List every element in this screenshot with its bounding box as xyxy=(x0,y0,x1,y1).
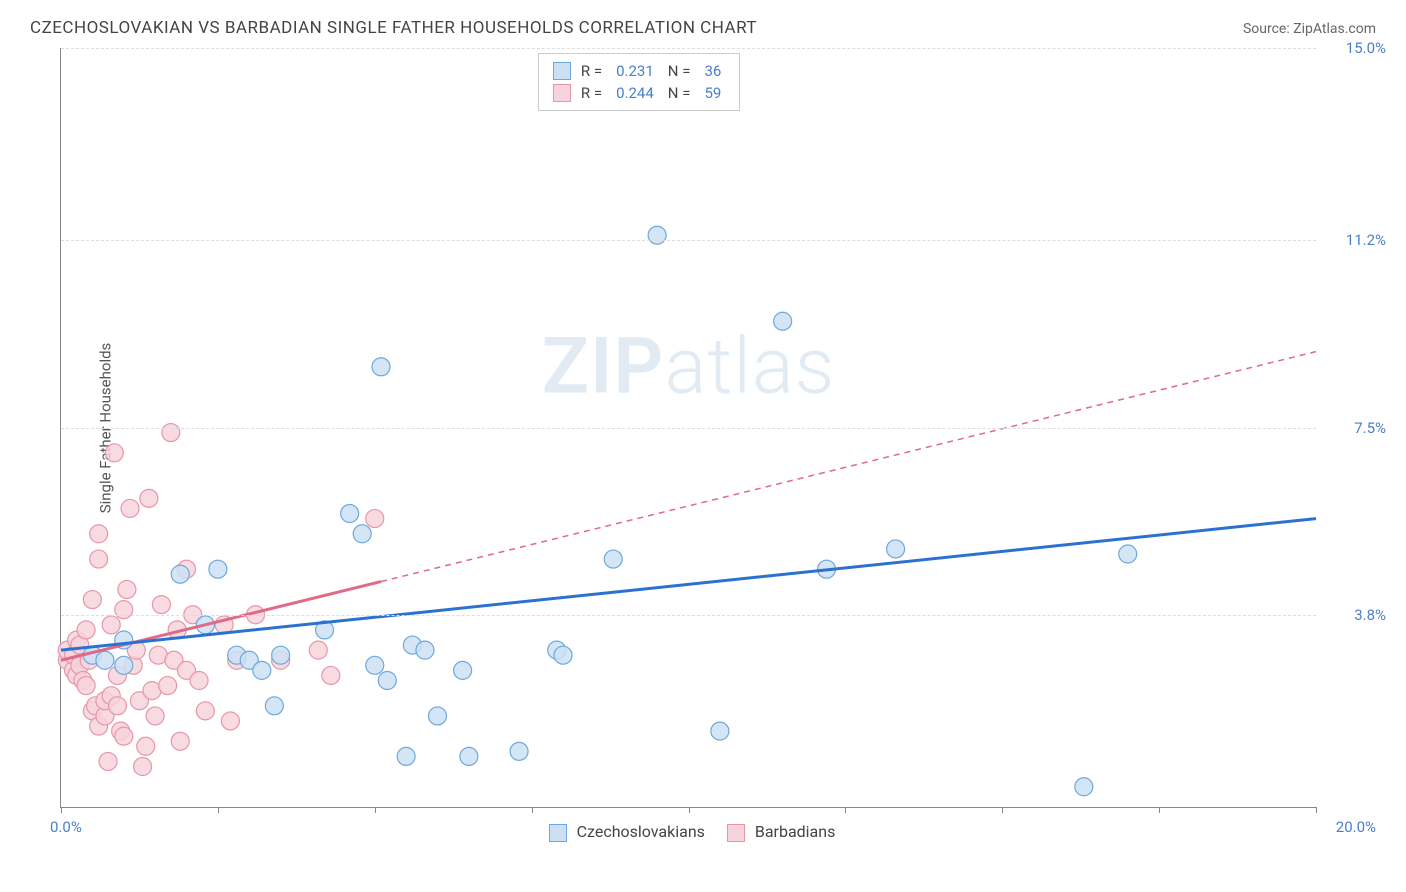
data-point xyxy=(341,505,359,523)
data-point xyxy=(83,591,101,609)
data-point xyxy=(77,621,95,639)
data-point xyxy=(510,742,528,760)
source-attribution: Source: ZipAtlas.com xyxy=(1243,21,1376,37)
y-tick-label: 11.2% xyxy=(1346,231,1386,249)
source-name: ZipAtlas.com xyxy=(1293,21,1376,37)
gridline xyxy=(61,48,1316,49)
data-point xyxy=(137,737,155,755)
data-point xyxy=(162,424,180,442)
data-point xyxy=(115,656,133,674)
data-point xyxy=(366,656,384,674)
trend-line-dashed xyxy=(381,352,1316,582)
legend-label-1: Barbadians xyxy=(755,822,836,841)
n-value-1: 59 xyxy=(704,84,721,102)
x-tick xyxy=(1316,807,1317,813)
data-point xyxy=(604,550,622,568)
data-point xyxy=(108,697,126,715)
trend-line-solid xyxy=(61,519,1316,651)
data-point xyxy=(887,540,905,558)
data-point xyxy=(90,550,108,568)
legend-swatch-1 xyxy=(727,824,745,842)
data-point xyxy=(378,672,396,690)
data-point xyxy=(102,616,120,634)
data-point xyxy=(460,747,478,765)
stats-row-1: R = 0.244 N = 59 xyxy=(553,82,725,104)
data-point xyxy=(96,651,114,669)
y-tick-label: 3.8% xyxy=(1354,606,1386,624)
data-point xyxy=(366,510,384,528)
r-label-1: R = xyxy=(581,84,602,102)
r-value-1: 0.244 xyxy=(616,84,654,102)
x-tick xyxy=(689,807,690,813)
n-label-0: N = xyxy=(668,62,691,80)
x-tick xyxy=(61,807,62,813)
data-point xyxy=(322,666,340,684)
data-point xyxy=(77,677,95,695)
data-point xyxy=(121,499,139,517)
x-axis-end-label: 20.0% xyxy=(1336,818,1376,836)
data-point xyxy=(454,661,472,679)
data-point xyxy=(372,358,390,376)
data-point xyxy=(253,661,271,679)
data-point xyxy=(159,677,177,695)
n-value-0: 36 xyxy=(704,62,721,80)
gridline xyxy=(61,428,1316,429)
data-point xyxy=(190,672,208,690)
gridline xyxy=(61,240,1316,241)
stats-row-0: R = 0.231 N = 36 xyxy=(553,60,725,82)
data-point xyxy=(648,226,666,244)
y-tick-label: 7.5% xyxy=(1354,419,1386,437)
legend-swatch-0 xyxy=(549,824,567,842)
plot-area: ZIPatlas R = 0.231 N = 36 R = 0.244 N = … xyxy=(60,48,1316,808)
x-tick xyxy=(845,807,846,813)
data-point xyxy=(429,707,447,725)
stats-legend-box: R = 0.231 N = 36 R = 0.244 N = 59 xyxy=(538,53,740,111)
data-point xyxy=(309,641,327,659)
series-legend: Czechoslovakians Barbadians xyxy=(50,822,1316,842)
data-point xyxy=(774,312,792,330)
x-tick xyxy=(375,807,376,813)
data-point xyxy=(99,752,117,770)
data-point xyxy=(265,697,283,715)
data-point xyxy=(711,722,729,740)
data-point xyxy=(171,732,189,750)
data-point xyxy=(146,707,164,725)
x-tick xyxy=(1159,807,1160,813)
x-tick xyxy=(218,807,219,813)
data-point xyxy=(134,758,152,776)
data-point xyxy=(554,646,572,664)
data-point xyxy=(115,601,133,619)
x-tick xyxy=(532,807,533,813)
gridline xyxy=(61,615,1316,616)
data-point xyxy=(115,727,133,745)
r-value-0: 0.231 xyxy=(616,62,654,80)
data-point xyxy=(416,641,434,659)
y-tick-label: 15.0% xyxy=(1346,39,1386,57)
data-point xyxy=(1119,545,1137,563)
data-point xyxy=(105,444,123,462)
source-prefix: Source: xyxy=(1243,21,1293,37)
r-label-0: R = xyxy=(581,62,602,80)
data-point xyxy=(152,596,170,614)
x-tick xyxy=(1002,807,1003,813)
data-point xyxy=(1075,778,1093,796)
legend-label-0: Czechoslovakians xyxy=(577,822,705,841)
data-point xyxy=(140,489,158,507)
data-point xyxy=(221,712,239,730)
data-point xyxy=(397,747,415,765)
data-point xyxy=(90,525,108,543)
swatch-series-0 xyxy=(553,62,571,80)
chart-title: CZECHOSLOVAKIAN VS BARBADIAN SINGLE FATH… xyxy=(30,18,757,38)
data-point xyxy=(171,565,189,583)
chart-container: Single Father Households ZIPatlas R = 0.… xyxy=(50,48,1316,808)
data-point xyxy=(118,580,136,598)
swatch-series-1 xyxy=(553,84,571,102)
data-point xyxy=(353,525,371,543)
data-point xyxy=(209,560,227,578)
data-point xyxy=(196,702,214,720)
n-label-1: N = xyxy=(668,84,691,102)
data-point xyxy=(272,646,290,664)
